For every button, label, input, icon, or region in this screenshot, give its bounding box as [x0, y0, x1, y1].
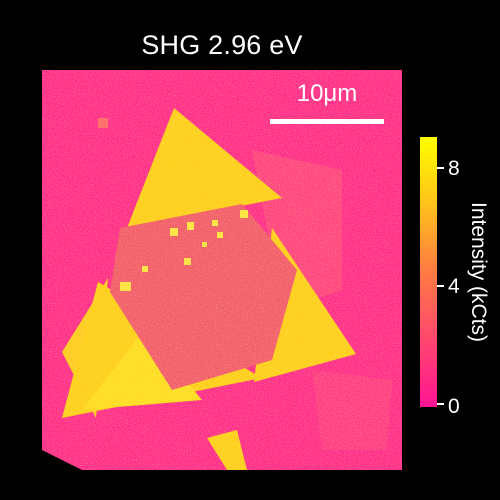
colorbar-tick-label-8: 8 — [448, 157, 460, 180]
black-mask-bottom-left — [42, 450, 82, 470]
figure-title: SHG 2.96 eV — [141, 30, 303, 60]
colorbar-tick-0 — [437, 403, 444, 405]
colorbar — [420, 137, 437, 407]
scale-bar — [270, 119, 384, 124]
colorbar-tick-4 — [437, 285, 444, 287]
colorbar-axis-label: Intensity (kCts) — [467, 201, 490, 343]
colorbar-tick-label-4: 4 — [448, 275, 460, 298]
colorbar-tick-label-0: 0 — [448, 395, 460, 418]
shg-intensity-map — [42, 70, 402, 470]
scale-bar-label: 10μm — [296, 80, 358, 107]
shg-map-svg — [42, 70, 402, 470]
colorbar-tick-8 — [437, 167, 444, 169]
grain-texture-dark — [42, 70, 402, 470]
